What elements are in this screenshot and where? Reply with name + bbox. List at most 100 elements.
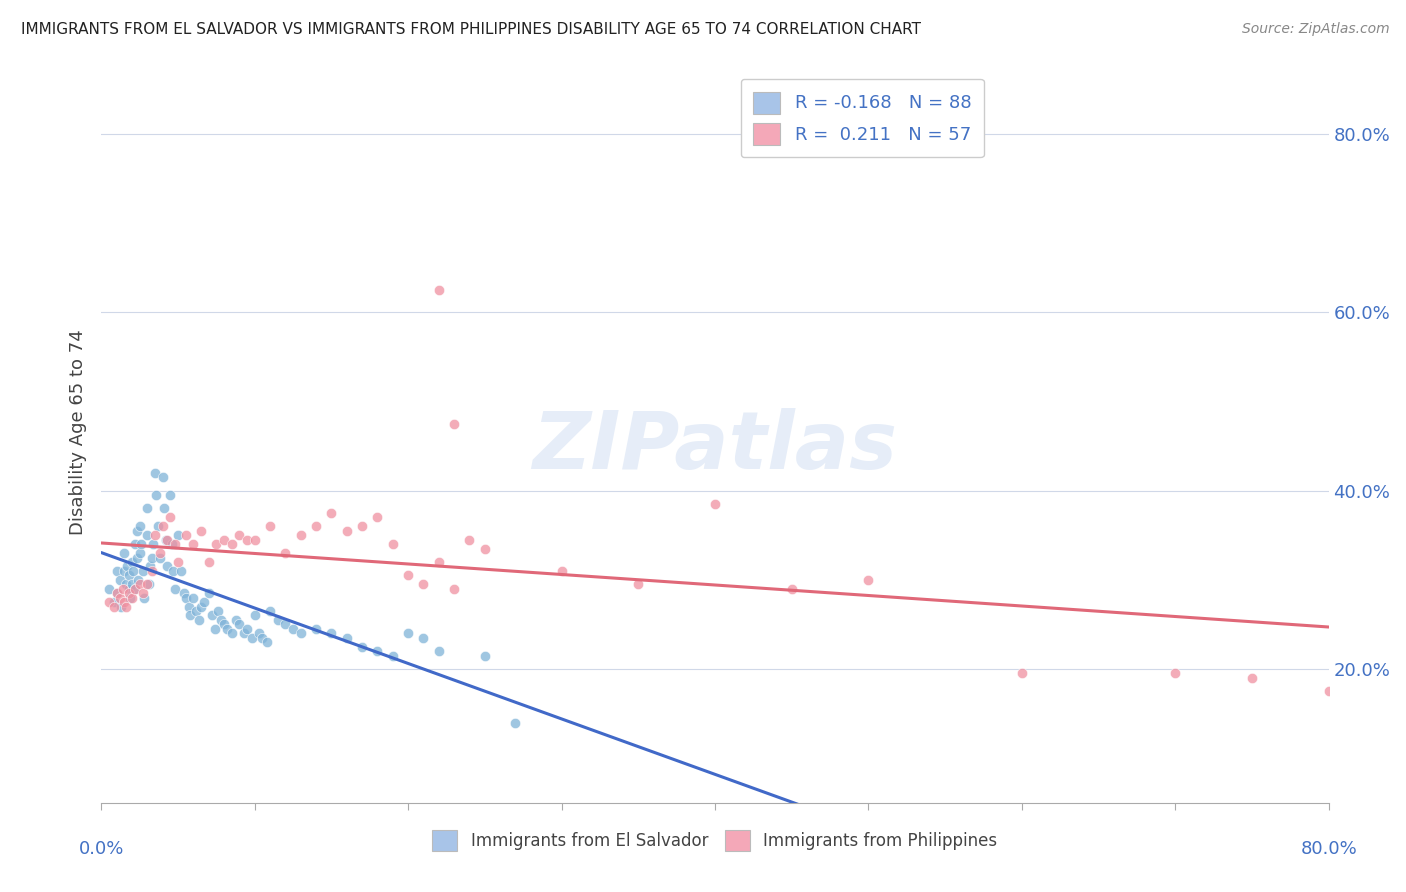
Point [225,613,247,627]
Point [243,533,266,547]
Point [427,283,450,297]
Point [1317,684,1340,698]
Point [114,577,136,591]
Legend: Immigrants from El Salvador, Immigrants from Philippines: Immigrants from El Salvador, Immigrants … [426,823,1004,857]
Point [148,550,170,565]
Point [858,573,880,587]
Point [366,644,388,658]
Point [232,626,254,640]
Point [412,631,434,645]
Point [236,533,259,547]
Point [627,577,650,591]
Point [136,501,159,516]
Point [212,533,235,547]
Point [412,577,434,591]
Point [162,564,184,578]
Text: 80.0%: 80.0% [1301,840,1357,858]
Point [366,510,388,524]
Point [243,608,266,623]
Point [128,519,150,533]
Point [336,524,359,538]
Point [215,622,238,636]
Point [321,626,343,640]
Point [207,604,229,618]
Point [118,568,141,582]
Point [780,582,803,596]
Point [281,622,304,636]
Point [381,648,404,663]
Point [336,631,359,645]
Point [177,599,200,614]
Point [112,564,135,578]
Point [181,537,204,551]
Point [396,568,419,582]
Point [97,582,120,596]
Point [1164,666,1187,681]
Y-axis label: Disability Age 65 to 74: Disability Age 65 to 74 [69,330,87,535]
Point [121,555,143,569]
Point [124,582,146,596]
Point [155,533,177,547]
Point [122,564,145,578]
Point [212,617,235,632]
Point [152,470,174,484]
Point [159,488,181,502]
Point [228,617,250,632]
Text: ZIPatlas: ZIPatlas [533,409,897,486]
Point [259,519,281,533]
Point [152,519,174,533]
Point [458,533,481,547]
Point [703,497,725,511]
Point [145,488,167,502]
Point [136,577,159,591]
Point [159,510,181,524]
Point [170,564,193,578]
Point [305,622,328,636]
Point [105,586,128,600]
Point [139,559,162,574]
Point [134,591,156,605]
Point [259,604,281,618]
Point [136,528,159,542]
Point [117,559,139,574]
Point [114,599,136,614]
Point [127,573,149,587]
Point [112,546,135,560]
Text: IMMIGRANTS FROM EL SALVADOR VS IMMIGRANTS FROM PHILIPPINES DISABILITY AGE 65 TO : IMMIGRANTS FROM EL SALVADOR VS IMMIGRANT… [21,22,921,37]
Point [108,573,131,587]
Point [112,595,135,609]
Point [236,622,259,636]
Point [129,537,152,551]
Point [201,608,224,623]
Point [105,564,128,578]
Point [252,631,274,645]
Point [352,519,374,533]
Point [103,595,125,609]
Point [125,550,148,565]
Point [97,595,120,609]
Point [474,541,496,556]
Point [290,626,312,640]
Text: 0.0%: 0.0% [79,840,124,858]
Point [110,599,132,614]
Point [193,595,215,609]
Point [163,537,186,551]
Point [266,613,288,627]
Point [146,519,169,533]
Point [247,626,270,640]
Point [148,546,170,560]
Text: Source: ZipAtlas.com: Source: ZipAtlas.com [1241,22,1389,37]
Point [290,528,312,542]
Point [427,555,450,569]
Point [120,591,142,605]
Point [156,559,179,574]
Point [141,564,163,578]
Point [105,586,128,600]
Point [138,577,160,591]
Point [118,586,141,600]
Point [156,533,179,547]
Point [131,564,153,578]
Point [321,506,343,520]
Point [121,577,143,591]
Point [153,501,176,516]
